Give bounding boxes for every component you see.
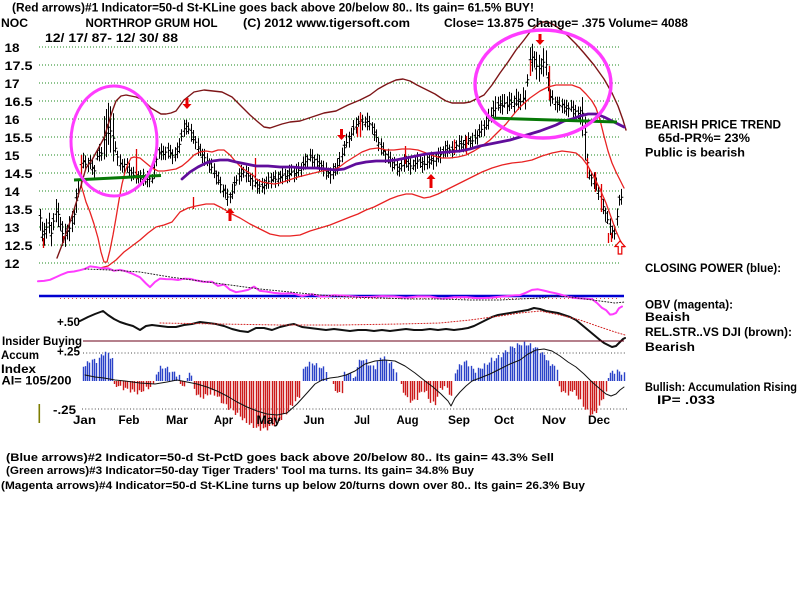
svg-text:17.5: 17.5 bbox=[5, 59, 33, 73]
svg-text:+.50: +.50 bbox=[57, 315, 80, 329]
svg-text:Dec: Dec bbox=[588, 413, 610, 427]
svg-text:(Magenta arrows)#4 Indicator=5: (Magenta arrows)#4 Indicator=50-d St-KLi… bbox=[1, 480, 586, 492]
svg-text:AI= 105/200: AI= 105/200 bbox=[2, 374, 72, 388]
svg-text:17: 17 bbox=[5, 77, 20, 91]
svg-text:(Red arrows)#1 Indicator=50-d: (Red arrows)#1 Indicator=50-d St-KLine g… bbox=[12, 1, 534, 15]
svg-text:12: 12 bbox=[5, 257, 20, 271]
svg-text:Insider Buying: Insider Buying bbox=[2, 334, 82, 348]
svg-text:Accum: Accum bbox=[1, 348, 39, 362]
svg-text:Jul: Jul bbox=[354, 413, 370, 427]
svg-text:Oct: Oct bbox=[494, 413, 514, 427]
svg-text:13: 13 bbox=[5, 221, 20, 235]
svg-text:OBV (magenta):: OBV (magenta): bbox=[645, 298, 733, 312]
svg-text:NORTHROP GRUM HOL: NORTHROP GRUM HOL bbox=[86, 16, 218, 30]
svg-text:Bearish: Bearish bbox=[645, 340, 695, 354]
svg-text:(C) 2012 www.tigersoft.com: (C) 2012 www.tigersoft.com bbox=[243, 16, 410, 30]
svg-text:Mar: Mar bbox=[166, 413, 188, 427]
svg-text:14: 14 bbox=[5, 185, 20, 199]
svg-text:-.25: -.25 bbox=[53, 403, 76, 417]
svg-text:REL.STR..VS DJI (brown):: REL.STR..VS DJI (brown): bbox=[645, 325, 792, 339]
svg-text:Aug: Aug bbox=[397, 413, 419, 427]
svg-text:(Blue arrows)#2 Indicator=50-d: (Blue arrows)#2 Indicator=50-d St-PctD g… bbox=[6, 452, 554, 464]
svg-text:Nov: Nov bbox=[542, 413, 566, 427]
svg-text:16.5: 16.5 bbox=[5, 95, 33, 109]
svg-text:12.5: 12.5 bbox=[5, 239, 33, 253]
svg-text:16: 16 bbox=[5, 113, 20, 127]
svg-text:Feb: Feb bbox=[119, 413, 140, 427]
svg-text:14.5: 14.5 bbox=[5, 167, 33, 181]
svg-text:Apr: Apr bbox=[214, 413, 233, 427]
svg-text:Public is bearish: Public is bearish bbox=[645, 146, 745, 160]
svg-text:Jan: Jan bbox=[73, 413, 96, 427]
svg-text:Index: Index bbox=[1, 362, 36, 376]
svg-text:15: 15 bbox=[5, 149, 20, 163]
svg-text:65d-PR%= 23%: 65d-PR%= 23% bbox=[658, 131, 750, 145]
svg-text:+.25: +.25 bbox=[57, 345, 80, 359]
svg-text:15.5: 15.5 bbox=[5, 131, 33, 145]
svg-text:BEARISH PRICE TREND: BEARISH PRICE TREND bbox=[645, 118, 781, 132]
svg-text:Bullish: Accumulation Rising: Bullish: Accumulation Rising bbox=[645, 380, 797, 394]
svg-text:CLOSING POWER (blue):: CLOSING POWER (blue): bbox=[645, 261, 781, 275]
svg-text:IP= .033: IP= .033 bbox=[657, 393, 715, 407]
svg-text:Close= 13.875 Change= .375 V: Close= 13.875 Change= .375 Volume= 4088 bbox=[444, 16, 688, 30]
svg-text:May: May bbox=[257, 413, 281, 427]
svg-text:18: 18 bbox=[5, 41, 20, 55]
svg-text:(Green arrows)#3 Indicator=50-: (Green arrows)#3 Indicator=50-day Tiger … bbox=[6, 465, 475, 477]
svg-text:Sep: Sep bbox=[448, 413, 470, 427]
svg-text:12/ 17/ 87- 12/ 30/ 88: 12/ 17/ 87- 12/ 30/ 88 bbox=[45, 31, 178, 45]
svg-text:NOC: NOC bbox=[1, 16, 28, 30]
svg-text:13.5: 13.5 bbox=[5, 203, 33, 217]
svg-text:Jun: Jun bbox=[304, 413, 325, 427]
svg-text:Beaish: Beaish bbox=[645, 310, 690, 324]
